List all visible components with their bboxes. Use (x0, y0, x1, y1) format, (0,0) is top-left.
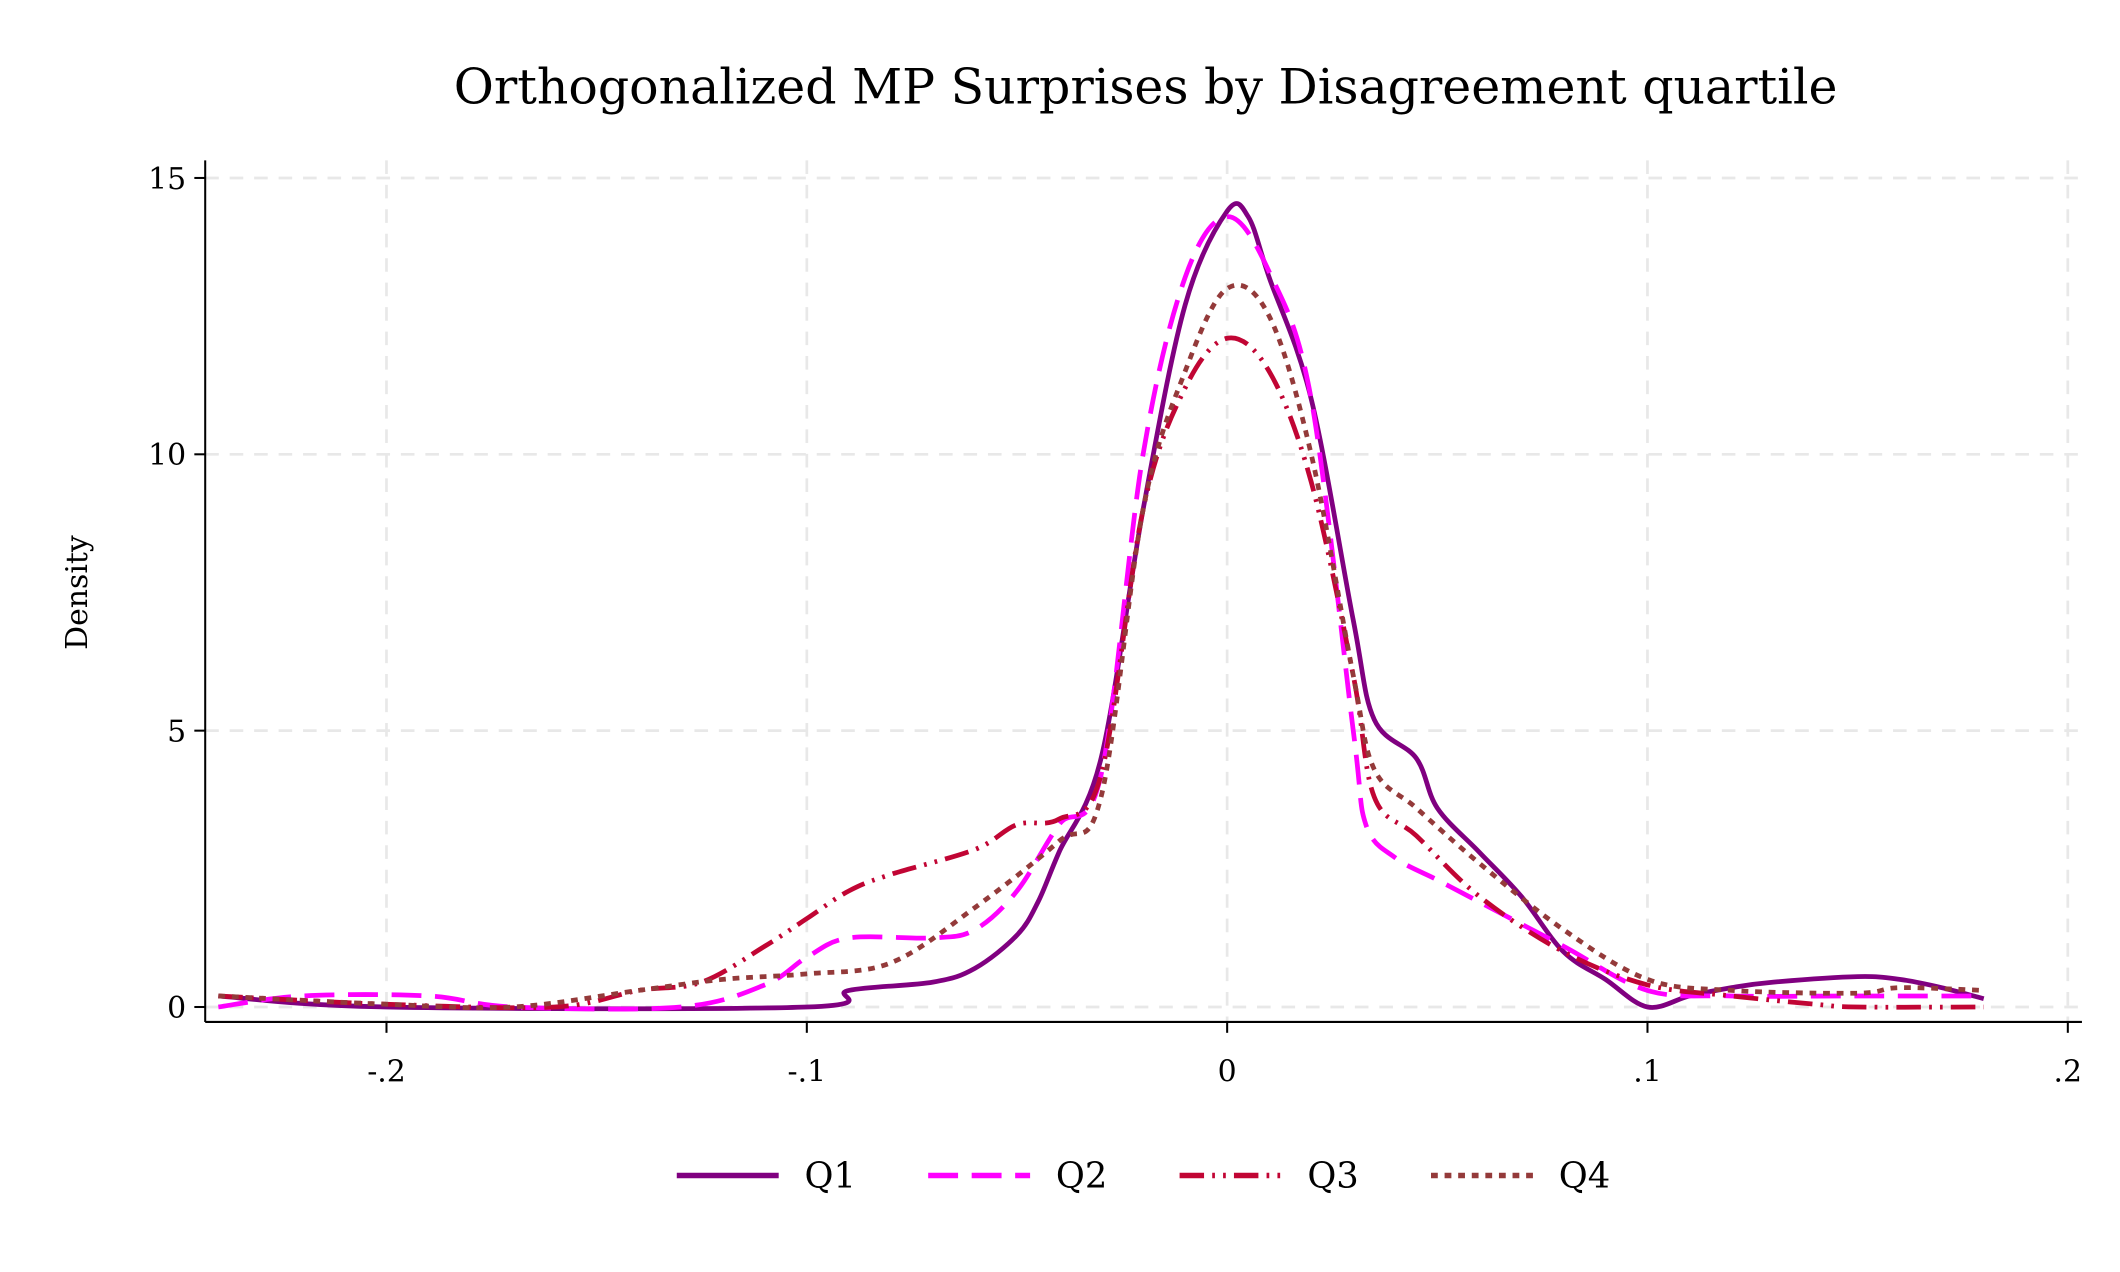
y-tick-label: 10 (148, 438, 186, 473)
legend-label-q1: Q1 (805, 1156, 856, 1197)
series-line-q2 (218, 214, 1984, 1012)
legend: Q1 Q2 Q3 Q4 (676, 1156, 1610, 1197)
series-line-q1 (218, 201, 1985, 1012)
axes: -.2 -.1 0 .1 .2 0 5 10 15 (148, 160, 2083, 1090)
x-tick-label: -.1 (788, 1055, 827, 1090)
chart-title: Orthogonalized MP Surprises by Disagreem… (454, 58, 1838, 115)
series-lines (218, 201, 1985, 1012)
x-tick-label: -.2 (367, 1055, 406, 1090)
grid (205, 160, 2082, 1022)
x-tick-label: .2 (2054, 1055, 2083, 1090)
x-tick-label: 0 (1218, 1055, 1237, 1090)
y-axis-label: Density (60, 535, 95, 650)
y-tick-label: 0 (167, 991, 186, 1026)
legend-label-q2: Q2 (1056, 1156, 1107, 1197)
series-line-q3 (218, 335, 1984, 1011)
y-tick-label: 15 (148, 162, 186, 197)
y-tick-label: 5 (167, 715, 186, 750)
series-line-q4 (218, 282, 1984, 1011)
legend-label-q4: Q4 (1559, 1156, 1610, 1197)
legend-label-q3: Q3 (1307, 1156, 1358, 1197)
x-tick-label: .1 (1633, 1055, 1662, 1090)
